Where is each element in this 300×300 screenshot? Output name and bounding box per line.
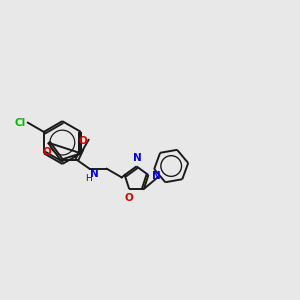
Text: O: O [42,147,51,157]
Text: N: N [133,153,142,163]
Text: O: O [78,136,87,146]
Text: O: O [125,193,134,203]
Text: N: N [152,171,161,181]
Text: N: N [90,169,99,179]
Text: Cl: Cl [14,118,26,128]
Text: H: H [85,174,92,183]
